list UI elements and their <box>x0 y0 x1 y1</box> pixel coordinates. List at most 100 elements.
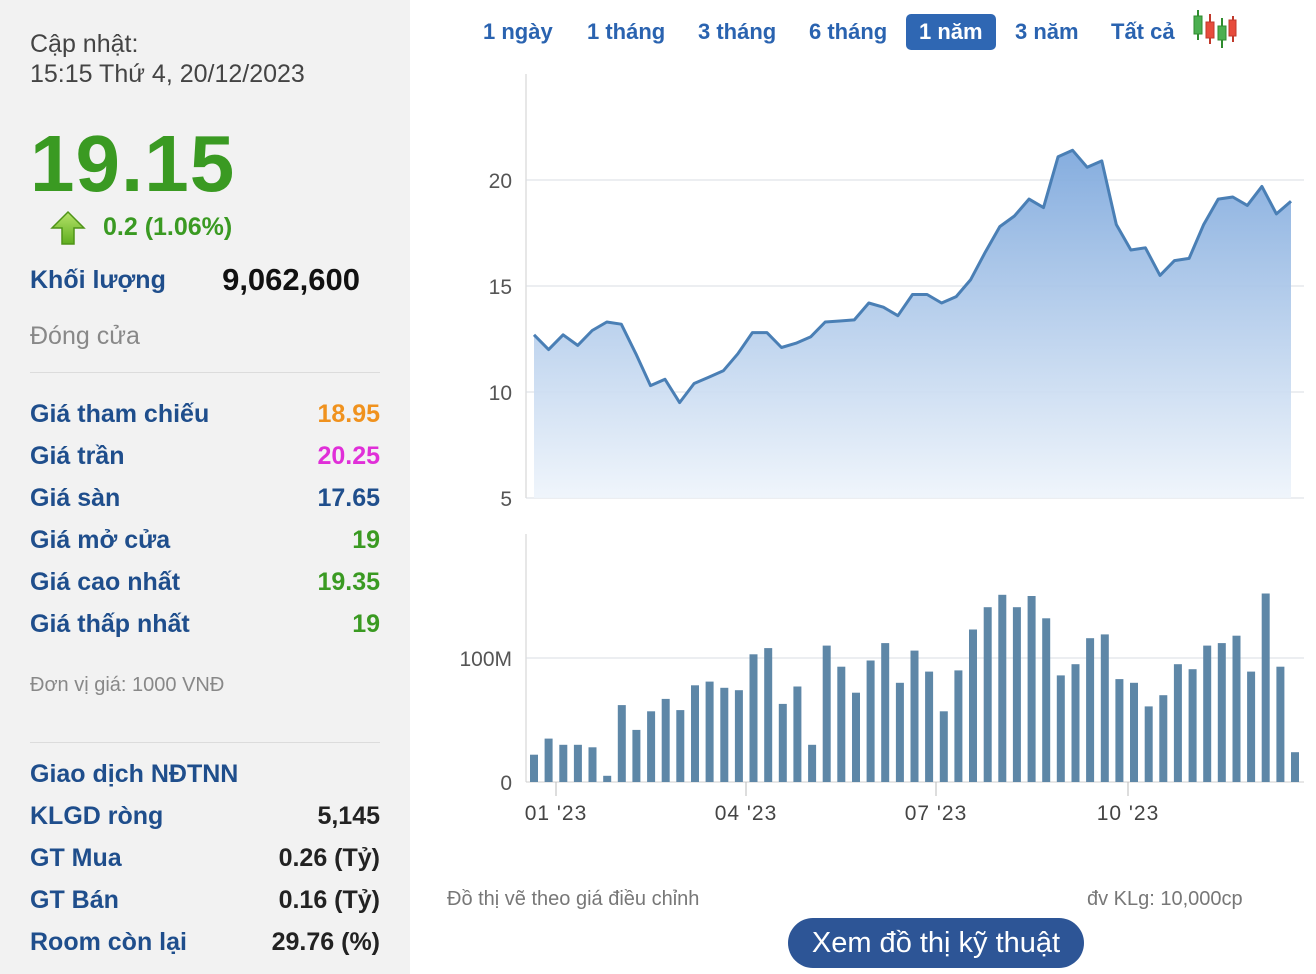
up-arrow-icon <box>50 210 86 246</box>
updated-label: Cập nhật: <box>30 30 139 58</box>
volume-bar <box>1130 682 1138 782</box>
volume-bar <box>778 703 787 782</box>
volume-bar <box>1173 664 1182 782</box>
quote-panel: Cập nhật: 15:15 Thứ 4, 20/12/2023 19.15 … <box>0 0 410 974</box>
foreign-row: KLGD ròng 5,145 <box>30 802 380 832</box>
volume-bar <box>647 711 656 782</box>
tab-3-năm[interactable]: 3 năm <box>1015 19 1079 44</box>
volume-bar <box>895 682 904 782</box>
volume-bar <box>1056 675 1065 782</box>
volume-bar <box>661 698 670 782</box>
volume-label: Khối lượng <box>30 266 166 294</box>
volume-bar <box>734 690 743 782</box>
volume-bar <box>573 744 582 782</box>
volume-y-tick-label: 100M <box>459 648 512 671</box>
volume-bar <box>881 643 890 782</box>
x-tick-label: 10 '23 <box>1097 802 1160 825</box>
volume-bar <box>720 687 729 782</box>
foreign-row-value: 0.26 (Tỷ) <box>278 844 380 872</box>
foreign-row: GT Bán 0.16 (Tỷ) <box>30 886 380 916</box>
volume-bar <box>1100 634 1109 782</box>
volume-bar <box>1261 593 1270 782</box>
volume-y-tick-label: 0 <box>500 772 512 795</box>
volume-bar <box>852 692 860 782</box>
foreign-row-label: GT Mua <box>30 844 122 872</box>
current-price: 19.15 <box>30 119 236 208</box>
volume-bar <box>837 666 846 782</box>
volume-bar <box>691 685 699 782</box>
x-tick-label: 07 '23 <box>905 802 968 825</box>
updated-time: 15:15 Thứ 4, 20/12/2023 <box>30 60 305 88</box>
price-row: Giá tham chiếu 18.95 <box>30 400 380 430</box>
price-line <box>532 148 1292 405</box>
adjusted-price-note: Đồ thị vẽ theo giá điều chỉnh <box>447 888 700 910</box>
market-status: Đóng cửa <box>30 322 140 350</box>
volume-bar <box>632 729 641 782</box>
volume-bar <box>983 607 992 782</box>
price-row-value: 19.35 <box>317 568 380 596</box>
unit-note: Đơn vị giá: 1000 VNĐ <box>30 674 225 696</box>
foreign-row: Room còn lại 29.76 (%) <box>30 928 380 958</box>
tab-1-tháng[interactable]: 1 tháng <box>587 19 666 44</box>
volume-bar <box>603 775 612 782</box>
price-y-tick-label: 15 <box>489 276 512 299</box>
price-row-value: 17.65 <box>317 484 380 512</box>
volume-bar <box>705 681 714 782</box>
volume-bar <box>1276 666 1285 782</box>
price-row-label: Giá sàn <box>30 484 121 512</box>
volume-bar <box>1086 638 1095 782</box>
volume-bar <box>1042 618 1051 782</box>
price-row-label: Giá tham chiếu <box>30 400 210 428</box>
price-row: Giá mở cửa 19 <box>30 526 380 556</box>
volume-bar <box>925 671 934 782</box>
volume-bar <box>793 686 802 782</box>
candlestick-icon[interactable] <box>1188 8 1238 50</box>
price-y-tick-label: 5 <box>500 488 512 511</box>
foreign-row-value: 29.76 (%) <box>271 928 380 956</box>
volume-bar <box>910 650 919 782</box>
volume-unit-note: đv KLg: 10,000cp <box>1087 888 1243 910</box>
price-row-value: 19 <box>352 610 380 638</box>
divider <box>30 372 380 373</box>
price-row-value: 20.25 <box>317 442 380 470</box>
volume-bar <box>1291 752 1299 782</box>
foreign-row-label: KLGD ròng <box>30 802 164 830</box>
volume-bar <box>1115 679 1124 782</box>
price-y-tick-label: 10 <box>489 382 512 405</box>
volume-bar <box>1012 607 1021 782</box>
volume-bar <box>954 670 963 782</box>
divider <box>30 742 380 743</box>
volume-bar <box>998 594 1007 782</box>
price-change: 0.2 (1.06%) <box>103 213 233 241</box>
x-tick-label: 01 '23 <box>525 802 588 825</box>
price-row-label: Giá mở cửa <box>30 526 171 554</box>
tab-1-ngày[interactable]: 1 ngày <box>483 19 553 44</box>
tab-3-tháng[interactable]: 3 tháng <box>698 19 777 44</box>
volume-bar <box>866 660 875 782</box>
technical-chart-button[interactable]: Xem đồ thị kỹ thuật <box>788 918 1084 968</box>
tab-1-năm[interactable]: 1 năm <box>906 14 996 50</box>
volume-bar <box>1071 664 1080 782</box>
volume-bar <box>939 711 948 782</box>
price-row-label: Giá cao nhất <box>30 568 181 596</box>
volume-bar <box>530 754 538 782</box>
foreign-row-label: Room còn lại <box>30 928 187 956</box>
tab-6-tháng[interactable]: 6 tháng <box>809 19 888 44</box>
volume-bar <box>1188 669 1197 782</box>
volume-bar <box>1247 671 1256 782</box>
price-row: Giá thấp nhất 19 <box>30 610 380 640</box>
volume-bar <box>1232 635 1241 782</box>
volume-bar <box>588 747 597 782</box>
price-row: Giá cao nhất 19.35 <box>30 568 380 598</box>
volume-bar <box>822 645 831 782</box>
price-row-value: 19 <box>352 526 380 554</box>
volume-bar <box>617 705 626 782</box>
tab-Tất-cả[interactable]: Tất cả <box>1111 19 1175 44</box>
price-area <box>534 150 1291 499</box>
foreign-trading-title: Giao dịch NĐTNN <box>30 760 239 788</box>
price-y-tick-label: 20 <box>489 170 512 193</box>
price-row: Giá trần 20.25 <box>30 442 380 472</box>
foreign-row-value: 5,145 <box>317 802 380 830</box>
volume-bar <box>969 629 977 782</box>
volume-bar <box>559 744 568 782</box>
